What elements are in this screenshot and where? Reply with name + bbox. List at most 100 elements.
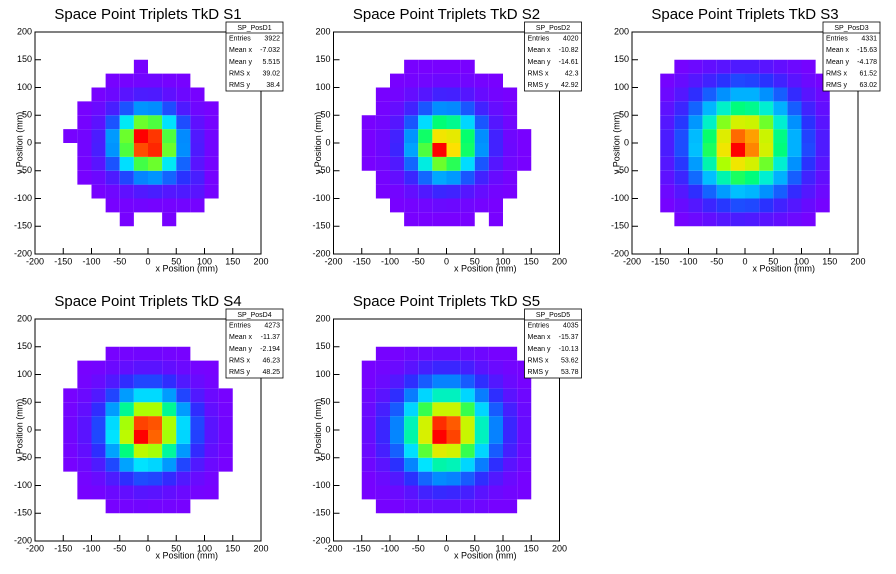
bin-cell bbox=[190, 156, 205, 171]
x-tick-label: 200 bbox=[253, 543, 268, 553]
bin-cell bbox=[133, 115, 148, 130]
x-tick-label: 0 bbox=[444, 543, 449, 553]
bin-cell bbox=[446, 457, 461, 472]
bin-cell bbox=[418, 388, 433, 403]
chart-title: Space Point Triplets TkD S5 bbox=[353, 293, 540, 310]
bin-cell bbox=[716, 170, 731, 185]
y-tick-label: -100 bbox=[14, 480, 32, 490]
bin-cell bbox=[133, 374, 148, 389]
bin-cell bbox=[688, 212, 703, 227]
x-tick-label: -100 bbox=[381, 256, 399, 266]
stats-box bbox=[524, 21, 582, 92]
bin-cell bbox=[660, 101, 675, 116]
bin-cell bbox=[204, 374, 219, 389]
stats-label: RMS y bbox=[528, 369, 550, 376]
bin-cell bbox=[133, 198, 148, 213]
bin-cell bbox=[759, 212, 774, 227]
bin-cell bbox=[432, 443, 447, 458]
bin-cell bbox=[801, 156, 816, 171]
bin-cell bbox=[91, 457, 106, 472]
bin-cell bbox=[390, 443, 405, 458]
bin-cell bbox=[745, 115, 760, 130]
bin-cell bbox=[63, 430, 78, 444]
bin-cell bbox=[162, 129, 177, 143]
stats-title: SP_PosD2 bbox=[536, 25, 570, 32]
bin-cell bbox=[460, 471, 475, 486]
bin-cell bbox=[204, 388, 219, 403]
bin-cell bbox=[119, 87, 134, 102]
bin-cell bbox=[176, 156, 191, 171]
bin-cell bbox=[432, 416, 447, 430]
bin-cell bbox=[418, 170, 433, 185]
bin-cell bbox=[460, 73, 475, 88]
bin-cell bbox=[190, 170, 205, 185]
bin-cell bbox=[815, 198, 830, 213]
bin-cell bbox=[460, 499, 475, 514]
bin-cell bbox=[148, 374, 163, 389]
bin-cell bbox=[446, 388, 461, 403]
bin-cell bbox=[446, 115, 461, 130]
bin-cell bbox=[759, 143, 774, 157]
bin-cell bbox=[404, 346, 419, 361]
bin-cell bbox=[674, 143, 689, 157]
bin-cell bbox=[688, 87, 703, 102]
bin-cell bbox=[162, 198, 177, 213]
bin-cell bbox=[503, 143, 518, 157]
bin-cell bbox=[688, 129, 703, 143]
bin-cell bbox=[460, 457, 475, 472]
bin-cell bbox=[133, 443, 148, 458]
x-axis-label: x Position (mm) bbox=[454, 263, 517, 273]
bin-cell bbox=[218, 443, 233, 458]
y-axis-label: y Position (mm) bbox=[313, 112, 323, 175]
x-tick-label: 50 bbox=[470, 543, 480, 553]
bin-cell bbox=[432, 212, 447, 227]
bin-cell bbox=[432, 170, 447, 185]
bin-cell bbox=[105, 184, 120, 199]
bin-cell bbox=[148, 170, 163, 185]
stats-label: Mean x bbox=[826, 47, 849, 54]
y-tick-label: 50 bbox=[320, 397, 330, 407]
bin-cell bbox=[730, 212, 745, 227]
bin-cell bbox=[801, 184, 816, 199]
bin-cell bbox=[105, 374, 120, 389]
bin-cell bbox=[716, 212, 731, 227]
bin-cell bbox=[390, 485, 405, 500]
bin-cell bbox=[119, 471, 134, 486]
bin-cell bbox=[390, 471, 405, 486]
bin-cell bbox=[446, 198, 461, 213]
bin-cell bbox=[702, 184, 717, 199]
bin-cell bbox=[361, 129, 376, 143]
histogram-pad: Space Point Triplets TkD S4-200 -150 -100-… bbox=[14, 293, 284, 560]
bin-cell bbox=[460, 443, 475, 458]
bin-cell bbox=[176, 170, 191, 185]
x-tick-label: -100 bbox=[82, 256, 100, 266]
bin-cell bbox=[204, 443, 219, 458]
bin-cell bbox=[488, 156, 503, 171]
bin-cell bbox=[133, 170, 148, 185]
bin-cell bbox=[773, 170, 788, 185]
x-tick-label: -50 bbox=[710, 256, 723, 266]
bin-cell bbox=[148, 443, 163, 458]
bin-cell bbox=[77, 485, 92, 500]
bin-cell bbox=[815, 143, 830, 157]
bin-cell bbox=[91, 402, 106, 417]
bin-cell bbox=[190, 129, 205, 143]
x-axis-label: x Position (mm) bbox=[155, 550, 218, 560]
bin-cell bbox=[474, 388, 489, 403]
bin-cell bbox=[390, 143, 405, 157]
bin-cell bbox=[148, 457, 163, 472]
bin-cell bbox=[418, 115, 433, 130]
bin-cell bbox=[702, 170, 717, 185]
bin-cell bbox=[745, 212, 760, 227]
bin-cell bbox=[674, 59, 689, 74]
y-tick-label: 200 bbox=[614, 26, 629, 36]
stats-value: 5.515 bbox=[262, 59, 280, 66]
x-tick-label: -150 bbox=[651, 256, 669, 266]
bin-cell bbox=[759, 73, 774, 88]
bin-cell bbox=[190, 457, 205, 472]
bin-cell bbox=[375, 115, 390, 130]
bin-cell bbox=[105, 430, 120, 444]
histogram-pad: Space Point Triplets TkD S1-200 -150 -100-… bbox=[14, 6, 284, 273]
stats-label: Mean x bbox=[229, 334, 252, 341]
bin-cell bbox=[77, 388, 92, 403]
